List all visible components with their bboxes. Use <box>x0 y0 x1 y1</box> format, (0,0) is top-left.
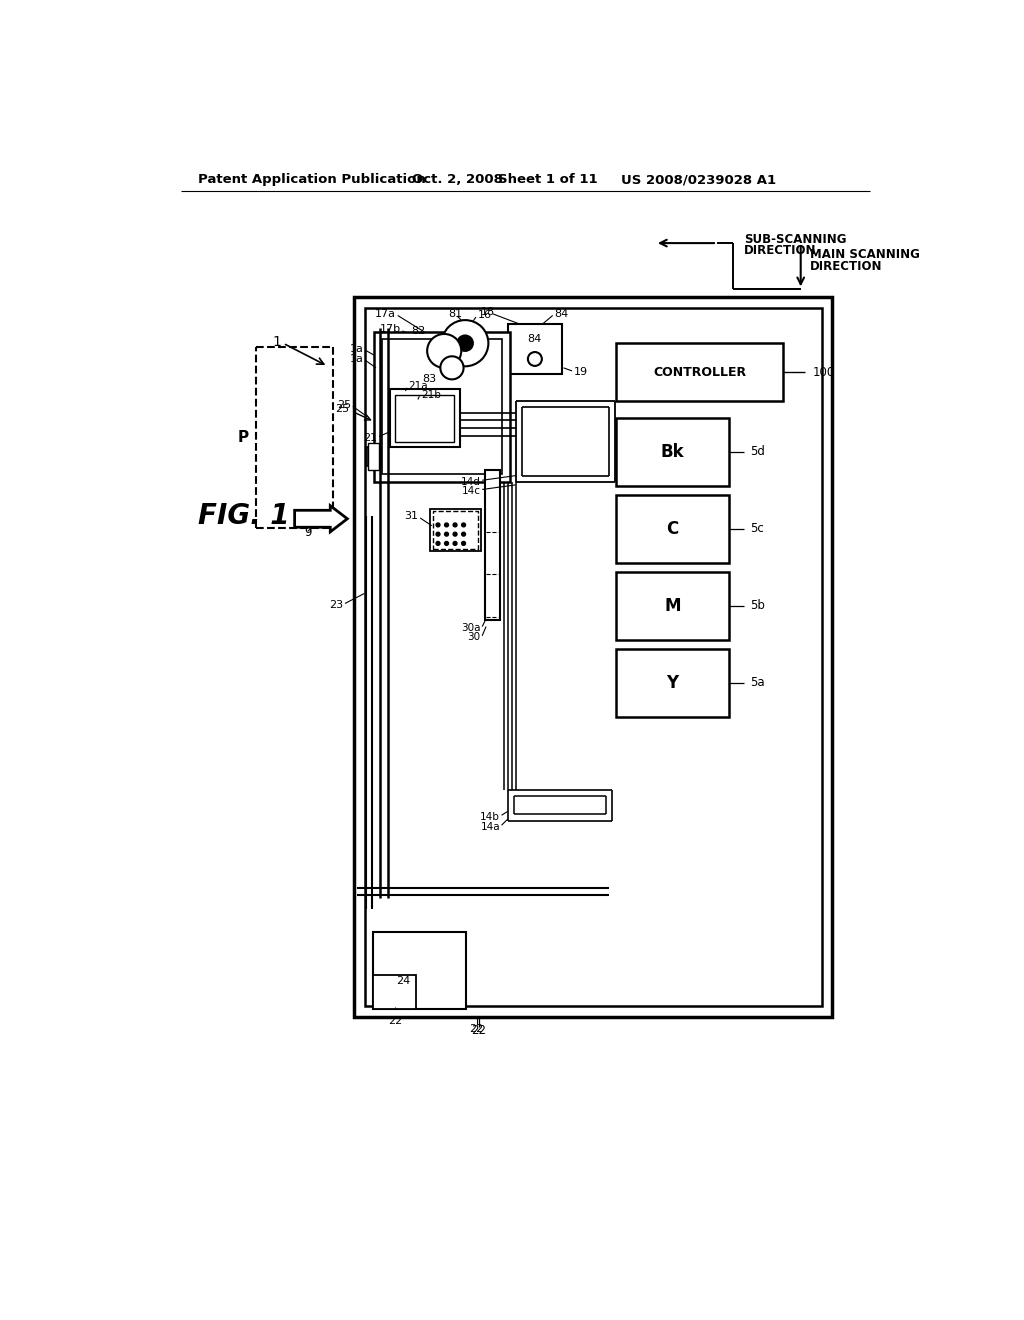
Text: 5a: 5a <box>751 676 765 689</box>
Circle shape <box>444 523 449 527</box>
Text: 21b: 21b <box>421 389 440 400</box>
Bar <box>430 508 480 552</box>
Text: 5d: 5d <box>751 445 765 458</box>
Bar <box>616 418 729 486</box>
Text: M: M <box>665 597 681 615</box>
Circle shape <box>436 532 440 536</box>
Text: 14c: 14c <box>462 486 480 496</box>
Bar <box>432 511 478 549</box>
Circle shape <box>528 352 542 366</box>
Text: Patent Application Publication: Patent Application Publication <box>198 173 426 186</box>
Text: 5c: 5c <box>751 523 764 536</box>
Bar <box>390 389 460 447</box>
Text: 23: 23 <box>330 601 343 610</box>
Text: 18: 18 <box>480 308 495 317</box>
Text: 82: 82 <box>412 326 426 335</box>
Text: 84: 84 <box>527 334 542 345</box>
Text: 22: 22 <box>388 1016 402 1026</box>
Bar <box>616 572 729 640</box>
Bar <box>369 444 379 470</box>
Bar <box>508 323 562 374</box>
Circle shape <box>436 523 440 527</box>
Bar <box>373 974 416 1010</box>
Text: C: C <box>667 520 679 537</box>
Bar <box>354 297 833 1016</box>
Text: 100: 100 <box>812 366 835 379</box>
Text: 1: 1 <box>272 335 282 348</box>
Circle shape <box>442 321 488 367</box>
Text: 84: 84 <box>554 309 568 319</box>
Text: FIG. 1: FIG. 1 <box>198 503 289 531</box>
Text: Sheet 1 of 11: Sheet 1 of 11 <box>499 173 598 186</box>
Text: DIRECTION: DIRECTION <box>810 260 883 273</box>
Text: US 2008/0239028 A1: US 2008/0239028 A1 <box>621 173 776 186</box>
Circle shape <box>453 532 457 536</box>
Circle shape <box>453 523 457 527</box>
Circle shape <box>462 532 466 536</box>
Circle shape <box>427 334 461 368</box>
Circle shape <box>453 541 457 545</box>
Text: P: P <box>238 430 248 445</box>
Text: DIRECTION: DIRECTION <box>744 244 816 257</box>
Bar <box>395 395 455 442</box>
Circle shape <box>440 356 464 379</box>
Circle shape <box>462 541 466 545</box>
Text: SUB-SCANNING: SUB-SCANNING <box>744 232 847 246</box>
Bar <box>616 495 729 562</box>
Text: 22: 22 <box>470 1023 484 1034</box>
Text: MAIN SCANNING: MAIN SCANNING <box>810 248 920 261</box>
Text: 83: 83 <box>422 374 436 384</box>
Circle shape <box>458 335 473 351</box>
Bar <box>366 308 821 1006</box>
Text: 14d: 14d <box>461 477 480 487</box>
Circle shape <box>444 532 449 536</box>
Text: 9: 9 <box>305 527 312 539</box>
Text: 30: 30 <box>468 632 480 643</box>
Text: Oct. 2, 2008: Oct. 2, 2008 <box>412 173 503 186</box>
Bar <box>367 447 381 466</box>
Bar <box>484 470 500 620</box>
Text: 22: 22 <box>472 1023 486 1036</box>
Text: 17b: 17b <box>380 325 400 334</box>
Text: 16: 16 <box>477 310 492 321</box>
Text: 25: 25 <box>336 404 349 413</box>
Bar <box>373 932 466 1010</box>
Text: 19: 19 <box>573 367 588 378</box>
Text: 14a: 14a <box>480 822 500 832</box>
Bar <box>616 343 783 401</box>
Text: 81: 81 <box>447 309 462 319</box>
Text: 30a: 30a <box>461 623 480 634</box>
Text: Bk: Bk <box>660 442 684 461</box>
Circle shape <box>462 523 466 527</box>
Text: 1a: 1a <box>350 343 364 354</box>
Circle shape <box>436 541 440 545</box>
Text: 17a: 17a <box>375 309 396 319</box>
Text: 1a: 1a <box>350 354 364 363</box>
Bar <box>375 331 510 482</box>
FancyArrow shape <box>295 506 347 532</box>
Text: 5b: 5b <box>751 599 765 612</box>
Text: Y: Y <box>667 673 679 692</box>
Text: 21: 21 <box>364 433 378 444</box>
Circle shape <box>444 541 449 545</box>
Bar <box>616 649 729 717</box>
Text: CONTROLLER: CONTROLLER <box>653 366 746 379</box>
Bar <box>382 339 503 474</box>
Text: 24: 24 <box>396 975 411 986</box>
Text: 31: 31 <box>404 511 419 521</box>
Text: 14b: 14b <box>480 812 500 822</box>
Text: 21a: 21a <box>409 380 428 391</box>
Text: 25: 25 <box>337 400 351 409</box>
